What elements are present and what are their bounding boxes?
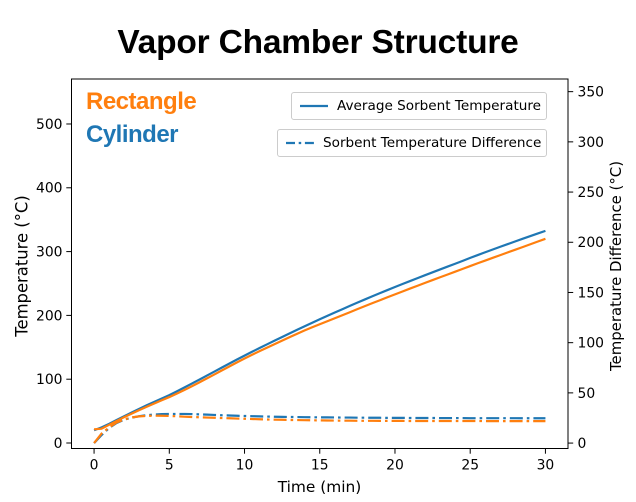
annotation-rectangle: Rectangle <box>86 88 197 115</box>
series-cylinder-dashdot <box>93 412 546 444</box>
x-tick-label: 15 <box>311 458 329 474</box>
y-tick-label-right: 150 <box>578 285 605 301</box>
x-tick-label: 0 <box>90 458 99 474</box>
y-tick-label-left: 500 <box>36 117 63 133</box>
y-tick-label-left: 100 <box>36 372 63 388</box>
x-tick-label: 30 <box>537 458 555 474</box>
y-tick-label-left: 300 <box>36 244 63 260</box>
y-tick-label-right: 350 <box>578 85 605 101</box>
x-tick-label: 5 <box>165 458 174 474</box>
legend-sorbent-temperature-difference: Sorbent Temperature Difference <box>277 129 547 157</box>
y-tick-label-left: 0 <box>54 436 63 452</box>
y-tick-label-right: 100 <box>578 336 605 352</box>
series-rectangle-solid <box>93 237 546 431</box>
y-tick-label-right: 300 <box>578 135 605 151</box>
y-tick-label-left: 200 <box>36 308 63 324</box>
legend-label: Average Sorbent Temperature <box>337 97 542 114</box>
x-tick-label: 10 <box>236 458 254 474</box>
chart-title: Vapor Chamber Structure <box>117 23 519 61</box>
legend-average-sorbent-temperature: Average Sorbent Temperature <box>291 91 547 120</box>
legend-solid-line-icon <box>300 104 328 107</box>
legend-label: Sorbent Temperature Difference <box>323 135 542 151</box>
y-tick-label-right: 250 <box>578 185 605 201</box>
x-axis-label: Time (min) <box>277 478 362 496</box>
y-axis-label-right: Temperature Difference (°C) <box>607 160 625 372</box>
y-tick-label-right: 0 <box>578 436 587 452</box>
y-tick-label-right: 200 <box>578 235 605 251</box>
series-cylinder-solid <box>93 229 546 432</box>
y-axis-label-left: Temperature (°C) <box>12 195 32 337</box>
legend-dashdot-line-icon <box>286 141 314 145</box>
series-rectangle-dashdot <box>93 414 546 444</box>
y-tick-label-left: 400 <box>36 181 63 197</box>
x-tick-label: 25 <box>461 458 479 474</box>
x-tick-label: 20 <box>386 458 404 474</box>
annotation-cylinder: Cylinder <box>86 120 179 148</box>
y-tick-label-right: 50 <box>578 386 596 402</box>
